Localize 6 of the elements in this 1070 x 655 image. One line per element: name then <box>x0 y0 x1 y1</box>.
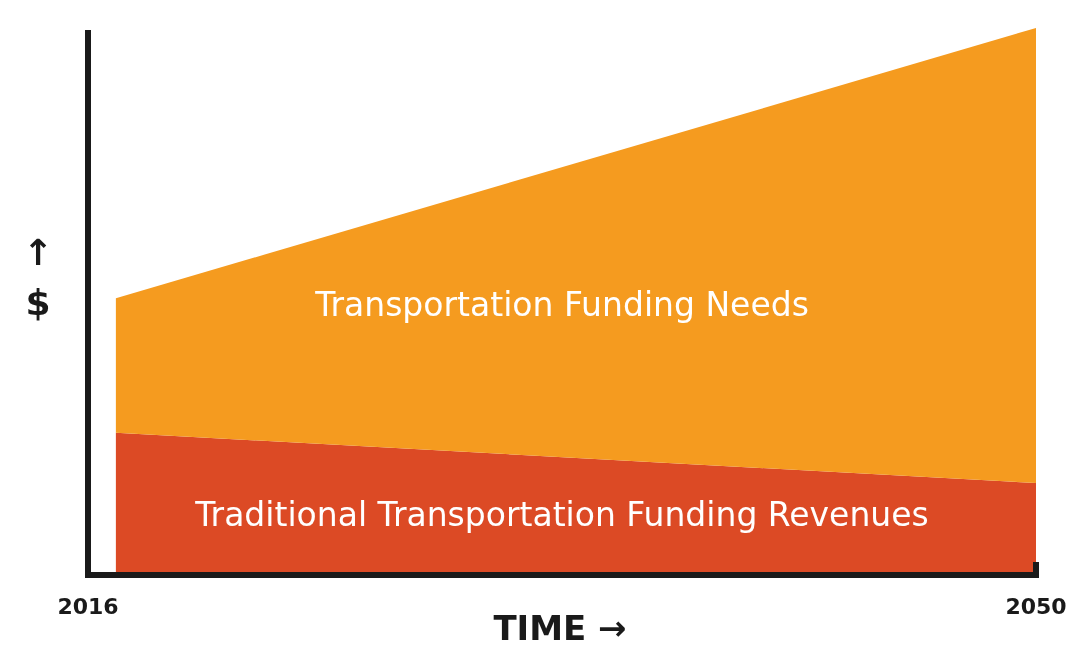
x-tick-label: 2050 <box>1005 594 1067 619</box>
x-axis-title: TIME → <box>493 608 627 648</box>
series-label: Transportation Funding Needs <box>314 284 809 324</box>
series-label: Traditional Transportation Funding Revenues <box>194 495 929 535</box>
x-tick-label: 2016 <box>57 594 119 619</box>
y-axis-title: ↑ $ <box>22 232 54 323</box>
